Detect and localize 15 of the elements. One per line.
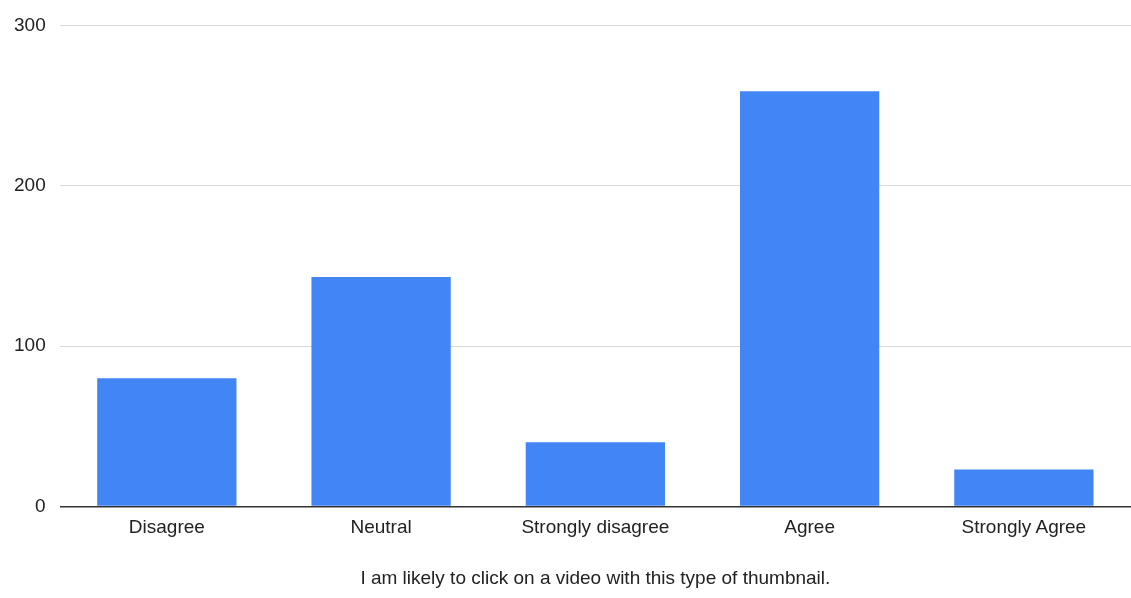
y-tick-label: 300 [14, 13, 46, 35]
x-tick-label: Agree [784, 516, 835, 538]
x-tick-label: Strongly disagree [521, 516, 670, 538]
bar [954, 469, 1094, 506]
bar [97, 378, 237, 506]
y-tick-label: 0 [35, 494, 46, 516]
bar [525, 442, 665, 506]
x-tick-label: Strongly Agree [961, 516, 1087, 538]
bar [739, 91, 880, 506]
x-tick-label: Disagree [128, 516, 205, 538]
x-axis-title: I am likely to click on a video with this type of thumbnail. [360, 566, 831, 588]
x-tick-label: Neutral [350, 516, 412, 538]
y-tick-label: 100 [14, 334, 46, 356]
y-tick-label: 200 [14, 173, 46, 195]
bar [311, 277, 451, 506]
